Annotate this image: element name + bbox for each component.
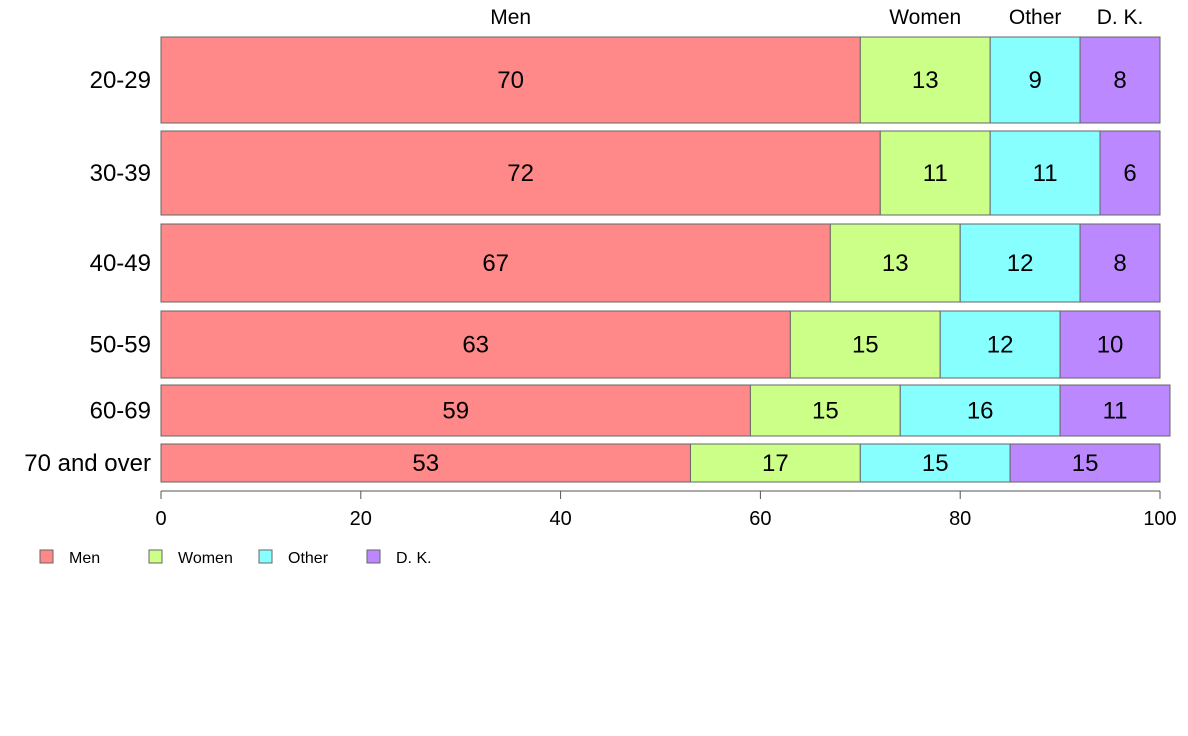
bar-other-70-and-over: [859, 443, 1011, 483]
category-label-20-29: 20-29: [90, 67, 151, 94]
bar-other-50-59: [939, 310, 1061, 379]
category-label-60-69: 60-69: [90, 398, 151, 425]
data-label-d-k-70-and-over: 15: [1072, 450, 1099, 477]
category-axis-labels: 20-29 30-39 40-49 50-59 60-69 70 and over: [24, 67, 151, 477]
data-label-d-k-30-39: 6: [1123, 160, 1136, 187]
x-axis: 0 20 40 60 80 100: [155, 490, 1177, 530]
top-series-labels: Men Women Other D. K.: [490, 6, 1143, 29]
x-tick-label-40: 40: [549, 508, 571, 530]
bar-other-20-29: [989, 36, 1081, 124]
bar-women-20-29: [859, 36, 991, 124]
data-label-women-70-and-over: 17: [762, 450, 789, 477]
bar-other-60-69: [899, 384, 1061, 437]
legend: Men Women Other D. K.: [39, 549, 432, 567]
bar-men-40-49: [160, 223, 831, 303]
top-label-women: Women: [889, 6, 961, 29]
data-label-other-70-and-over: 15: [922, 450, 949, 477]
bar-men-70-and-over: [160, 443, 691, 483]
x-tick-label-60: 60: [749, 508, 771, 530]
legend-swatch-men: [39, 549, 54, 564]
x-tick-label-0: 0: [155, 508, 166, 530]
legend-label-d-k: D. K.: [396, 550, 432, 567]
category-label-40-49: 40-49: [90, 250, 151, 277]
data-label-men-50-59: 63: [462, 332, 489, 359]
bars: 70 13 9 8 72 11 11 6 67 13 12 8 63 15 12 10 59 15 16 11 53 17…: [160, 36, 1171, 483]
legend-label-women: Women: [178, 550, 233, 567]
bar-d-k-60-69: [1059, 384, 1171, 437]
legend-swatch-d-k: [366, 549, 381, 564]
top-label-other: Other: [1009, 6, 1062, 29]
legend-label-men: Men: [69, 550, 100, 567]
top-label-men: Men: [490, 6, 531, 29]
data-label-other-30-39: 11: [1033, 160, 1058, 187]
data-label-women-30-39: 11: [923, 160, 948, 187]
bar-women-60-69: [749, 384, 901, 437]
data-label-other-60-69: 16: [967, 398, 994, 425]
x-tick-label-80: 80: [949, 508, 971, 530]
bar-d-k-20-29: [1079, 36, 1161, 124]
bar-d-k-30-39: [1099, 130, 1161, 216]
data-label-d-k-50-59: 10: [1097, 332, 1124, 359]
x-tick-label-100: 100: [1143, 508, 1176, 530]
category-label-70-and-over: 70 and over: [24, 450, 151, 477]
bar-women-50-59: [789, 310, 941, 379]
x-tick-label-20: 20: [350, 508, 372, 530]
bar-women-30-39: [879, 130, 991, 216]
legend-swatch-women: [148, 549, 163, 564]
data-label-women-20-29: 13: [912, 67, 939, 94]
bar-women-70-and-over: [689, 443, 861, 483]
data-label-women-60-69: 15: [812, 398, 839, 425]
bar-men-20-29: [160, 36, 861, 124]
data-label-men-20-29: 70: [497, 67, 524, 94]
bar-women-40-49: [829, 223, 961, 303]
data-label-men-60-69: 59: [442, 398, 469, 425]
bar-other-30-39: [989, 130, 1101, 216]
data-label-other-40-49: 12: [1007, 250, 1034, 277]
top-label-d-k: D. K.: [1097, 6, 1144, 29]
bar-men-60-69: [160, 384, 751, 437]
bar-d-k-70-and-over: [1009, 443, 1161, 483]
data-label-men-40-49: 67: [482, 250, 509, 277]
bar-d-k-40-49: [1079, 223, 1161, 303]
data-label-men-30-39: 72: [507, 160, 534, 187]
bar-d-k-50-59: [1059, 310, 1161, 379]
legend-label-other: Other: [288, 550, 329, 567]
data-label-d-k-60-69: 11: [1103, 398, 1128, 425]
category-label-30-39: 30-39: [90, 160, 151, 187]
bar-men-30-39: [160, 130, 881, 216]
data-label-other-50-59: 12: [987, 332, 1014, 359]
legend-swatch-other: [258, 549, 273, 564]
data-label-women-40-49: 13: [882, 250, 909, 277]
category-label-50-59: 50-59: [90, 332, 151, 359]
data-label-men-70-and-over: 53: [412, 450, 439, 477]
data-label-other-20-29: 9: [1028, 67, 1041, 94]
data-label-women-50-59: 15: [852, 332, 879, 359]
data-label-d-k-20-29: 8: [1113, 67, 1126, 94]
data-label-d-k-40-49: 8: [1113, 250, 1126, 277]
bar-men-50-59: [160, 310, 791, 379]
